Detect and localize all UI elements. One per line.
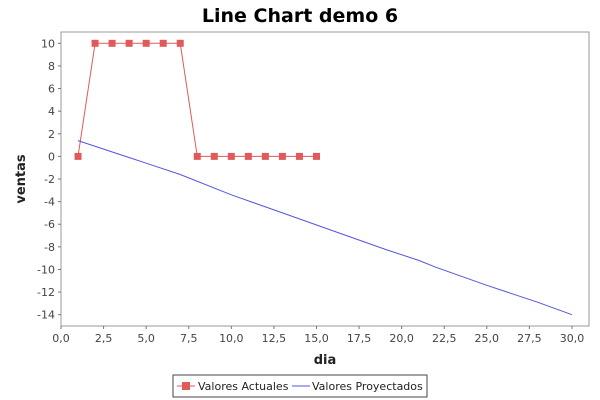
y-tick-label: -2 <box>44 173 55 186</box>
data-point-valores-actuales <box>295 152 303 160</box>
y-axis-label: ventas <box>14 154 29 204</box>
plot-area <box>60 31 590 327</box>
x-tick-label: 17,5 <box>347 332 372 345</box>
y-tick-label: -12 <box>37 286 55 299</box>
data-point-valores-actuales <box>142 39 150 47</box>
data-point-valores-actuales <box>244 152 252 160</box>
data-point-valores-actuales <box>193 152 201 160</box>
chart-title: Line Chart demo 6 <box>202 5 398 27</box>
x-tick-label: 2,5 <box>95 332 113 345</box>
y-tick-label: 6 <box>48 83 55 96</box>
x-tick-label: 12,5 <box>262 332 287 345</box>
x-tick-label: 22,5 <box>432 332 457 345</box>
y-tick-label: -14 <box>37 309 55 322</box>
data-point-valores-actuales <box>159 39 167 47</box>
y-tick-label: 2 <box>48 128 55 141</box>
y-tick-label: -8 <box>44 241 55 254</box>
x-axis-label: dia <box>314 353 337 368</box>
y-tick-label: -4 <box>44 196 55 209</box>
data-point-valores-actuales <box>108 39 116 47</box>
series-layer <box>74 39 573 316</box>
x-tick-label: 0,0 <box>52 332 70 345</box>
x-tick-label: 20,0 <box>389 332 414 345</box>
legend-label-actuales: Valores Actuales <box>198 380 289 393</box>
data-point-valores-actuales <box>91 39 99 47</box>
y-tick-label: 10 <box>41 37 55 50</box>
x-tick-label: 30,0 <box>560 332 585 345</box>
x-tick-label: 27,5 <box>517 332 542 345</box>
data-point-valores-actuales <box>125 39 133 47</box>
data-point-valores-actuales <box>210 152 218 160</box>
y-tick-label: -10 <box>37 263 55 276</box>
data-point-valores-actuales <box>312 152 320 160</box>
x-tick-label: 7,5 <box>180 332 198 345</box>
data-point-valores-actuales <box>261 152 269 160</box>
x-tick-label: 10,0 <box>219 332 244 345</box>
y-axis: 10 8 6 4 2 0 -2 -4 -6 -8 -10 -12 -14 <box>37 37 61 322</box>
x-axis: 0,0 2,5 5,0 7,5 10,0 12,5 15,0 17,5 20,0 22,5 25,0… <box>52 326 584 345</box>
x-tick-label: 15,0 <box>304 332 329 345</box>
data-point-valores-actuales <box>74 152 82 160</box>
legend-label-proyectados: Valores Proyectados <box>312 380 423 393</box>
y-tick-label: 8 <box>48 60 55 73</box>
y-tick-label: 0 <box>48 150 55 163</box>
legend: Valores Actuales Valores Proyectados <box>172 374 428 398</box>
legend-swatch-actuales-marker <box>182 382 190 390</box>
x-tick-label: 5,0 <box>137 332 155 345</box>
x-tick-label: 25,0 <box>475 332 500 345</box>
data-point-valores-actuales <box>227 152 235 160</box>
y-tick-label: 4 <box>48 105 55 118</box>
series-line-valores-proyectados <box>77 140 573 316</box>
data-point-valores-actuales <box>278 152 286 160</box>
data-point-valores-actuales <box>176 39 184 47</box>
y-tick-label: -6 <box>44 218 55 231</box>
